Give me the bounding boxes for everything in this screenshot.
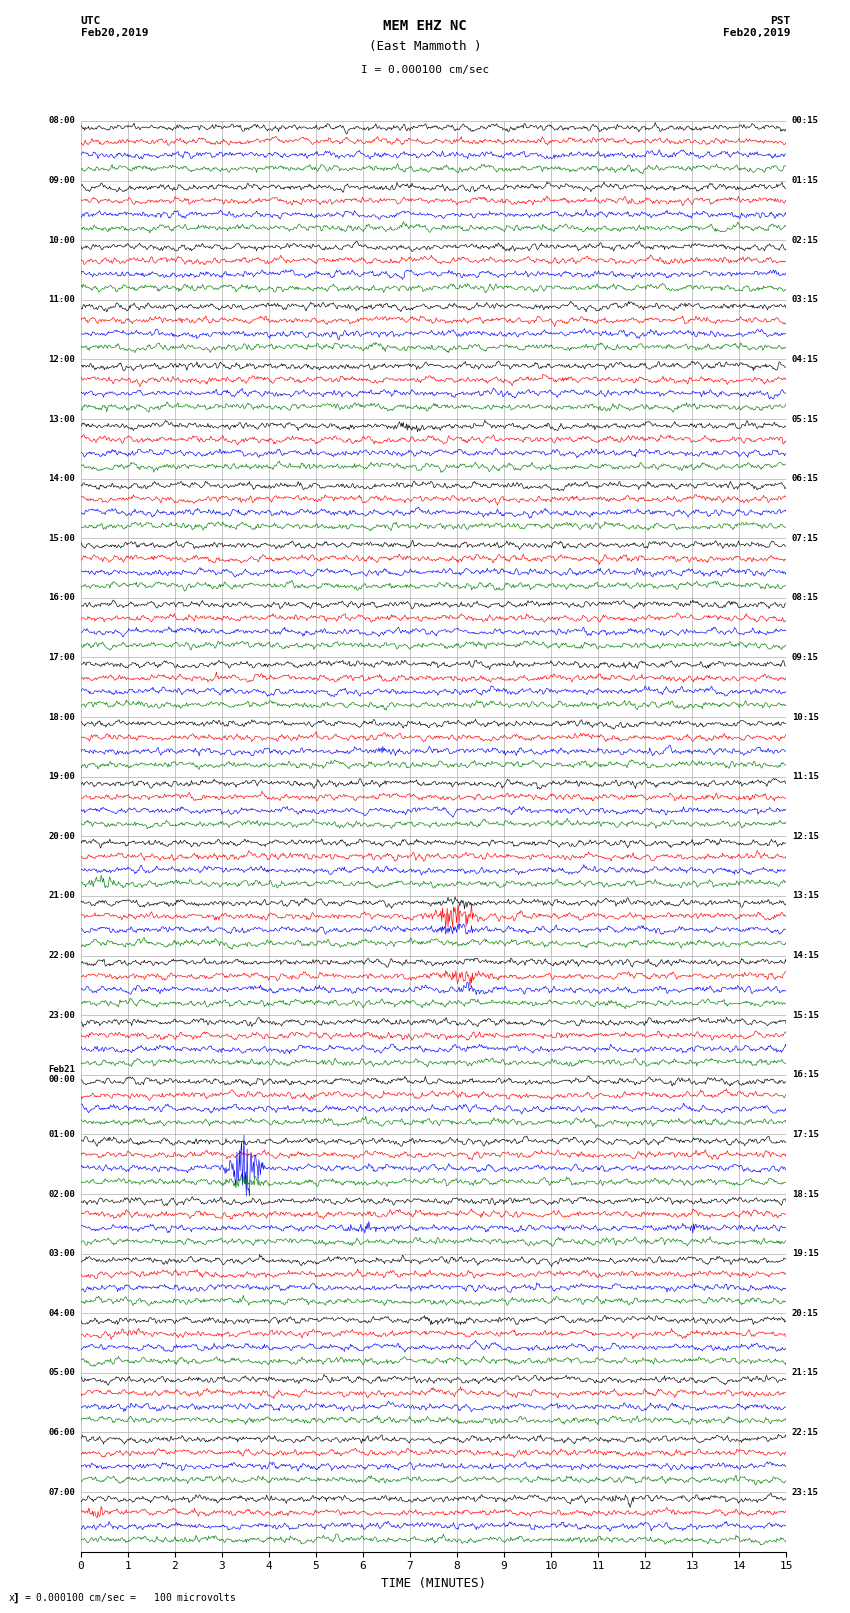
Text: 23:00: 23:00 — [48, 1011, 75, 1019]
Text: 16:15: 16:15 — [792, 1071, 819, 1079]
Text: 01:15: 01:15 — [792, 176, 819, 185]
Text: 12:00: 12:00 — [48, 355, 75, 365]
Text: 10:00: 10:00 — [48, 235, 75, 245]
Text: UTC
Feb20,2019: UTC Feb20,2019 — [81, 16, 148, 37]
Text: 09:00: 09:00 — [48, 176, 75, 185]
Text: x$\mathbf{]}$ = 0.000100 cm/sec =   100 microvolts: x$\mathbf{]}$ = 0.000100 cm/sec = 100 mi… — [8, 1592, 237, 1605]
Text: 15:00: 15:00 — [48, 534, 75, 542]
Text: 16:00: 16:00 — [48, 594, 75, 602]
Text: 18:00: 18:00 — [48, 713, 75, 721]
Text: 08:00: 08:00 — [48, 116, 75, 126]
X-axis label: TIME (MINUTES): TIME (MINUTES) — [381, 1578, 486, 1590]
Text: 17:15: 17:15 — [792, 1131, 819, 1139]
Text: 04:15: 04:15 — [792, 355, 819, 365]
Text: 22:00: 22:00 — [48, 952, 75, 960]
Text: 19:00: 19:00 — [48, 773, 75, 781]
Text: 06:00: 06:00 — [48, 1428, 75, 1437]
Text: 12:15: 12:15 — [792, 832, 819, 840]
Text: 22:15: 22:15 — [792, 1428, 819, 1437]
Text: 18:15: 18:15 — [792, 1189, 819, 1198]
Text: 03:15: 03:15 — [792, 295, 819, 305]
Text: 06:15: 06:15 — [792, 474, 819, 484]
Text: 15:15: 15:15 — [792, 1011, 819, 1019]
Text: 00:15: 00:15 — [792, 116, 819, 126]
Text: 13:15: 13:15 — [792, 892, 819, 900]
Text: 01:00: 01:00 — [48, 1131, 75, 1139]
Text: 13:00: 13:00 — [48, 415, 75, 424]
Text: 19:15: 19:15 — [792, 1248, 819, 1258]
Text: 05:00: 05:00 — [48, 1368, 75, 1378]
Text: 11:15: 11:15 — [792, 773, 819, 781]
Text: 20:15: 20:15 — [792, 1308, 819, 1318]
Text: 14:00: 14:00 — [48, 474, 75, 484]
Text: I = 0.000100 cm/sec: I = 0.000100 cm/sec — [361, 65, 489, 74]
Text: 08:15: 08:15 — [792, 594, 819, 602]
Text: 21:15: 21:15 — [792, 1368, 819, 1378]
Text: 09:15: 09:15 — [792, 653, 819, 661]
Text: 04:00: 04:00 — [48, 1308, 75, 1318]
Text: 03:00: 03:00 — [48, 1248, 75, 1258]
Text: 14:15: 14:15 — [792, 952, 819, 960]
Text: 02:00: 02:00 — [48, 1189, 75, 1198]
Text: 21:00: 21:00 — [48, 892, 75, 900]
Text: 02:15: 02:15 — [792, 235, 819, 245]
Text: Feb21
00:00: Feb21 00:00 — [48, 1065, 75, 1084]
Text: MEM EHZ NC: MEM EHZ NC — [383, 19, 467, 34]
Text: 11:00: 11:00 — [48, 295, 75, 305]
Text: 05:15: 05:15 — [792, 415, 819, 424]
Text: 10:15: 10:15 — [792, 713, 819, 721]
Text: PST
Feb20,2019: PST Feb20,2019 — [723, 16, 791, 37]
Text: 07:15: 07:15 — [792, 534, 819, 542]
Text: 23:15: 23:15 — [792, 1487, 819, 1497]
Text: 20:00: 20:00 — [48, 832, 75, 840]
Text: (East Mammoth ): (East Mammoth ) — [369, 40, 481, 53]
Text: 17:00: 17:00 — [48, 653, 75, 661]
Text: 07:00: 07:00 — [48, 1487, 75, 1497]
